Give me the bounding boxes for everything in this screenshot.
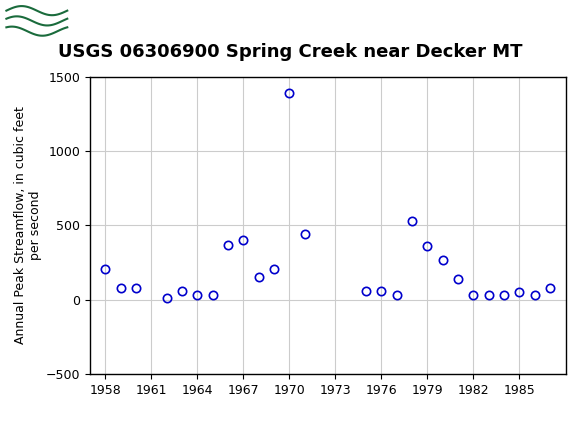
- Text: USGS 06306900 Spring Creek near Decker MT: USGS 06306900 Spring Creek near Decker M…: [58, 43, 522, 61]
- Text: USGS: USGS: [76, 10, 131, 28]
- Y-axis label: Annual Peak Streamflow, in cubic feet
per second: Annual Peak Streamflow, in cubic feet pe…: [13, 107, 42, 344]
- FancyBboxPatch shape: [3, 3, 70, 34]
